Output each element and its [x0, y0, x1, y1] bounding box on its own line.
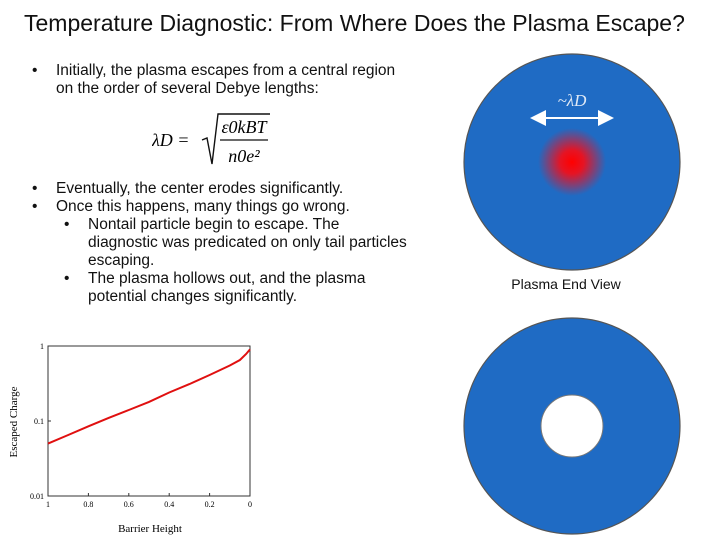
plot-frame: [47, 345, 251, 497]
x-tick-label: 0.8: [83, 500, 93, 509]
formula-numerator: ε0kBT: [221, 117, 268, 137]
hollow-center: [540, 394, 604, 458]
escaped-charge-chart: 1 0.8 0.6 0.4 0.2 0 0.01 0.1 1 Barrier Height E…: [8, 342, 252, 535]
bullet-item: Eventually, the center erodes significan…: [32, 180, 407, 198]
y-axis-label: Escaped Charge: [8, 386, 20, 457]
x-tick-label: 0.6: [124, 500, 134, 509]
slide-title: Temperature Diagnostic: From Where Does …: [24, 10, 685, 36]
sqrt-sign: [201, 113, 270, 165]
plasma-end-view-label: Plasma End View: [511, 276, 621, 292]
bullet-item: Initially, the plasma escapes from a cen…: [32, 62, 407, 98]
sub-bullet-item: The plasma hollows out, and the plasma p…: [32, 270, 407, 306]
debye-label: ~λD: [558, 91, 588, 110]
y-ticks: 0.01 0.1 1: [30, 342, 51, 501]
series-line: [47, 348, 251, 445]
formula-lhs: λD =: [152, 130, 189, 150]
debye-length-formula: λD = ε0kBT n0e²: [152, 113, 270, 166]
bullet-item: Once this happens, many things go wrong.: [32, 198, 407, 216]
x-tick-label: 0.4: [164, 500, 174, 509]
y-tick-label: 0.1: [34, 417, 44, 426]
bullet-list: Initially, the plasma escapes from a cen…: [32, 62, 407, 306]
x-tick-label: 0.2: [205, 500, 215, 509]
plasma-diagram-hollow: [463, 317, 681, 535]
x-axis-label: Barrier Height: [118, 523, 182, 535]
sub-bullet-item: Nontail particle begin to escape. The di…: [32, 216, 407, 270]
escape-core: [538, 128, 606, 196]
x-ticks: 1 0.8 0.6 0.4 0.2 0: [46, 493, 252, 509]
y-tick-label: 0.01: [30, 492, 44, 501]
plasma-diagram-initial: ~λD: [463, 53, 681, 271]
x-tick-label: 0: [248, 500, 252, 509]
x-tick-label: 1: [46, 500, 50, 509]
y-tick-label: 1: [40, 342, 44, 351]
formula-denominator: n0e²: [228, 146, 260, 166]
